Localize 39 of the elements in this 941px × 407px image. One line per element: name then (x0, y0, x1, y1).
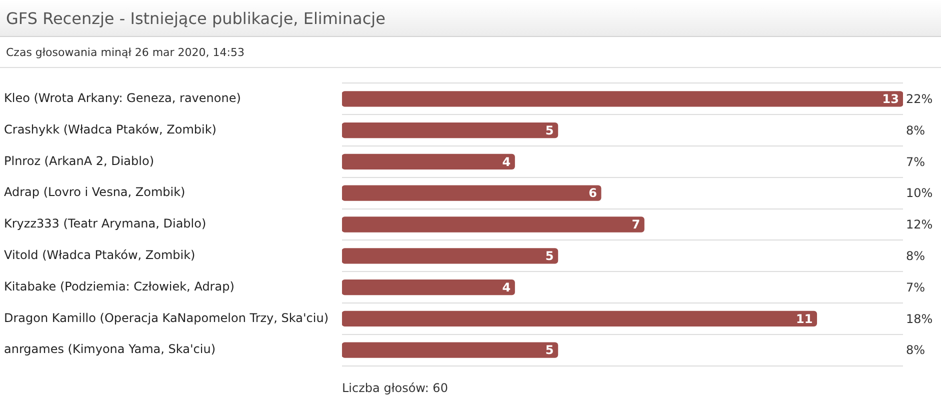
y-tick-label: Plnroz (ArkanA 2, Diablo) (4, 154, 154, 168)
y-tick-label: Dragon Kamillo (Operacja KaNapomelon Trzy, Ska'ciu) (4, 310, 329, 325)
y-tick-label: anrgames (Kimyona Yama, Ska'ciu) (4, 342, 216, 356)
y-tick-label: Kleo (Wrota Arkany: Geneza, ravenone) (4, 91, 241, 106)
text: 12% (906, 218, 933, 232)
text: GFS Recenzje - Istniejące publikacje, Eliminacje (0, 0, 941, 37)
text: Czas głosowania minął 26 mar 2020, 14:53 (0, 37, 941, 68)
y-tick-label: Vitold (Władca Ptaków, Zombik) (4, 248, 196, 262)
text: 18% (906, 312, 933, 326)
data-label: 4 (502, 280, 511, 294)
bar (342, 154, 515, 170)
text: 7% (906, 154, 926, 169)
bar (342, 91, 903, 107)
text: 8% (906, 123, 926, 138)
text: 10% (906, 186, 933, 200)
data-label: 4 (502, 154, 511, 169)
data-label: 13 (882, 92, 899, 106)
data-label: 6 (588, 186, 597, 200)
text: Liczba głosów: 60 (342, 381, 448, 395)
bar (342, 122, 558, 138)
text: 22% (906, 92, 933, 106)
y-tick-label: Kryzz333 (Teatr Arymana, Diablo) (4, 216, 206, 231)
data-label: 7 (632, 218, 640, 232)
text: 8% (906, 343, 926, 358)
bar (342, 279, 515, 296)
data-label: 5 (545, 249, 554, 264)
y-tick-label: Crashykk (Władca Ptaków, Zombik) (4, 122, 216, 136)
data-label: 11 (796, 312, 813, 326)
bar (342, 216, 644, 232)
y-tick-label: Kitabake (Podziemia: Człowiek, Adrap) (4, 279, 234, 294)
data-label: 5 (545, 343, 554, 358)
text: 7% (906, 280, 926, 294)
bar (342, 185, 602, 201)
text: 8% (906, 249, 926, 264)
data-label: 5 (545, 123, 554, 138)
bar (342, 310, 818, 327)
y-tick-label: Adrap (Lovro i Vesna, Zombik) (4, 185, 186, 200)
bar (342, 248, 558, 264)
bar (342, 342, 558, 358)
